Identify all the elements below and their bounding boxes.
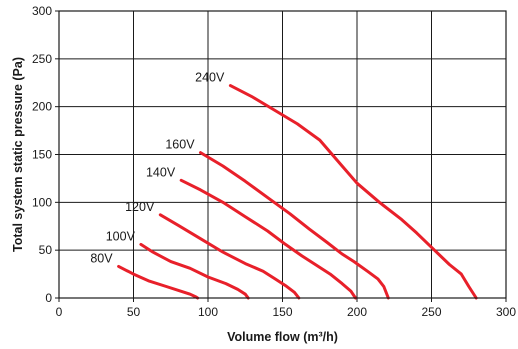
plot-frame bbox=[58, 10, 507, 299]
x-tick-label: 50 bbox=[127, 305, 141, 319]
series-line-80v bbox=[117, 264, 200, 300]
series-line-160v bbox=[199, 151, 390, 300]
series-line-240v bbox=[228, 84, 478, 300]
x-tick-label: 250 bbox=[421, 305, 441, 319]
series-label-240v: 240V bbox=[195, 71, 225, 85]
series-label-100v: 100V bbox=[106, 229, 136, 243]
x-tick-label: 100 bbox=[198, 305, 218, 319]
y-tick-label: 300 bbox=[32, 4, 52, 18]
y-tick-label: 50 bbox=[39, 243, 53, 257]
x-tick-label: 200 bbox=[347, 305, 367, 319]
series-line-100v bbox=[139, 242, 250, 300]
series-label-140v: 140V bbox=[146, 165, 176, 179]
series-labels: 240V 160V 140V 120V 100V 80V bbox=[90, 71, 225, 266]
y-axis-label: Total system static pressure (Pa) bbox=[11, 57, 25, 252]
x-tick-label: 150 bbox=[272, 305, 292, 319]
x-tick-label: 0 bbox=[56, 305, 63, 319]
series-label-120v: 120V bbox=[125, 200, 155, 214]
grid bbox=[59, 11, 506, 298]
y-tick-label: 200 bbox=[32, 100, 52, 114]
series-label-80v: 80V bbox=[90, 251, 113, 265]
y-tick-label: 250 bbox=[32, 52, 52, 66]
x-tick-label: 300 bbox=[496, 305, 516, 319]
y-tick-label: 150 bbox=[32, 148, 52, 162]
y-tick-label: 0 bbox=[45, 291, 52, 305]
series-line-120v bbox=[158, 213, 301, 300]
series-line-140v bbox=[179, 178, 357, 300]
series-lines bbox=[117, 84, 478, 300]
series-label-160v: 160V bbox=[165, 138, 195, 152]
x-axis-label: Volume flow (m³/h) bbox=[227, 330, 338, 344]
tick-labels: 0 50 100 150 200 250 300 0 50 100 150 200 250 300 bbox=[32, 4, 516, 319]
y-tick-label: 100 bbox=[32, 195, 52, 209]
